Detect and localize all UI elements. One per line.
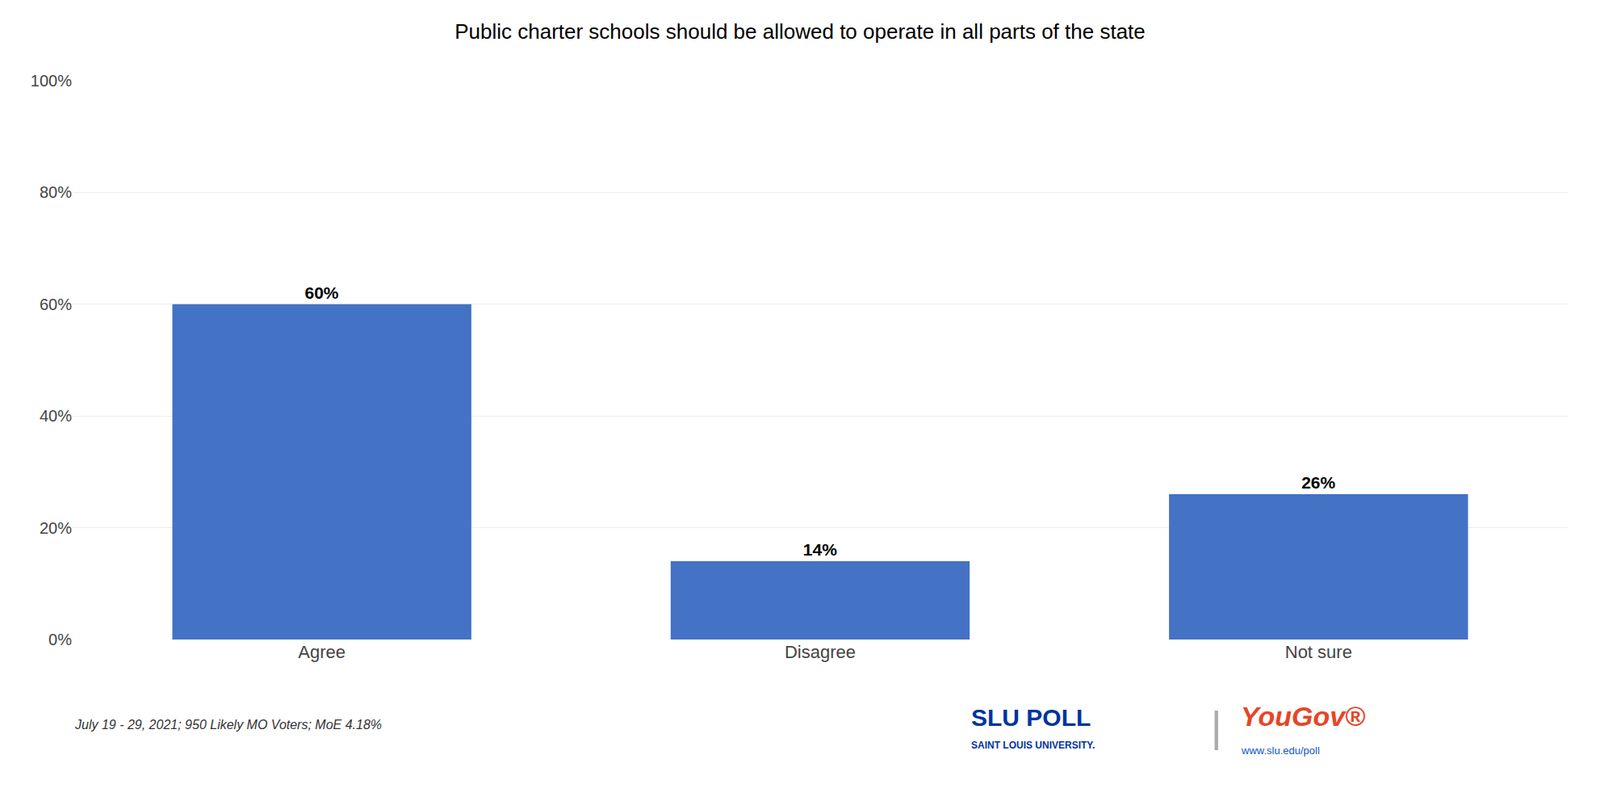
svg-text:Disagree: Disagree (784, 641, 856, 662)
svg-text:26%: 26% (1301, 473, 1336, 492)
svg-text:Agree: Agree (297, 641, 346, 662)
svg-text:40%: 40% (39, 406, 72, 425)
svg-text:July 19 - 29, 2021; 950 Likely: July 19 - 29, 2021; 950 Likely MO Voters… (74, 717, 382, 732)
svg-text:20%: 20% (39, 519, 72, 537)
svg-text:YouGov®: YouGov® (1240, 700, 1366, 732)
svg-text:60%: 60% (304, 283, 339, 302)
svg-text:14%: 14% (803, 540, 838, 559)
svg-text:|: | (1210, 703, 1223, 750)
svg-text:SLU POLL: SLU POLL (971, 703, 1091, 731)
svg-text:100%: 100% (30, 71, 72, 90)
svg-text:0%: 0% (48, 630, 72, 649)
svg-text:Not sure: Not sure (1285, 641, 1353, 662)
svg-text:SAINT LOUIS UNIVERSITY.: SAINT LOUIS UNIVERSITY. (971, 739, 1095, 751)
svg-text:www.slu.edu/poll: www.slu.edu/poll (1240, 744, 1320, 757)
svg-text:80%: 80% (39, 183, 72, 202)
svg-text:60%: 60% (39, 295, 72, 314)
svg-text:Public charter schools should: Public charter schools should be allowed… (454, 19, 1146, 44)
